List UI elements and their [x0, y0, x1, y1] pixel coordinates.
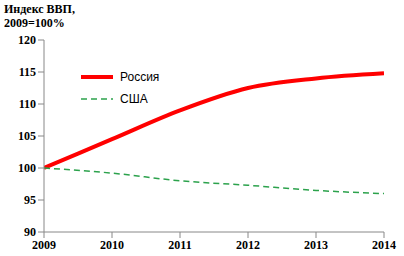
html-text:Индекс ВВП, 2009=100%: Индекс ВВП, 2009=100%	[4, 2, 75, 30]
svg-text:2010: 2010	[100, 238, 124, 252]
svg-text:95: 95	[24, 193, 36, 207]
svg-text:105: 105	[18, 129, 36, 143]
svg-text:2013: 2013	[304, 238, 328, 252]
svg-text:110: 110	[19, 97, 36, 111]
svg-text:2014: 2014	[372, 238, 396, 252]
html-text:Россия: Россия	[120, 70, 160, 84]
svg-text:2009: 2009	[32, 238, 56, 252]
html-text:США: США	[120, 92, 148, 106]
svg-text:115: 115	[19, 65, 36, 79]
svg-text:2011: 2011	[168, 238, 191, 252]
svg-text:2012: 2012	[236, 238, 260, 252]
svg-text:90: 90	[24, 225, 36, 239]
svg-text:100: 100	[18, 161, 36, 175]
svg-text:120: 120	[18, 33, 36, 47]
